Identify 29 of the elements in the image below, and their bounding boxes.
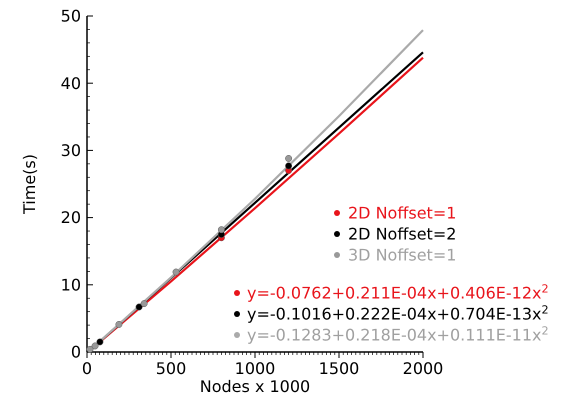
legend-label: 2D Noffset=1 [348, 204, 456, 223]
legend-label: y=-0.1016+0.222E-04x+0.704E-13x$^{2}$ [247, 303, 549, 324]
y-tick-label: 10 [60, 275, 81, 294]
y-tick-label: 50 [60, 6, 81, 26]
x-tick-label: 500 [156, 359, 186, 378]
legend-label: 2D Noffset=2 [348, 224, 456, 244]
point [92, 342, 99, 350]
x-tick-label: 1500 [318, 359, 360, 378]
legend-label: y=-0.1283+0.218E-04x+0.111E-11x$^{2}$ [247, 324, 549, 345]
y-axis-title: Time(s) [20, 154, 39, 215]
point [218, 226, 225, 234]
point [285, 155, 292, 162]
point [136, 304, 143, 310]
x-axis-title: Nodes x 1000 [200, 377, 310, 396]
x-tick-label: 0 [82, 359, 92, 378]
x-tick-label: 2000 [402, 359, 444, 378]
y-tick-label: 0 [70, 342, 81, 362]
legend-label: y=-0.0762+0.211E-04x+0.406E-12x$^{2}$ [247, 282, 549, 303]
point [172, 268, 180, 276]
point [115, 321, 122, 328]
point [140, 300, 148, 308]
point [285, 162, 292, 170]
point [96, 338, 104, 346]
x-tick-label: 1000 [234, 359, 276, 378]
y-tick-label: 20 [60, 208, 81, 228]
y-tick-label: 30 [60, 141, 81, 160]
point [86, 346, 94, 353]
legend-label: 3D Noffset=1 [348, 246, 456, 265]
y-tick-label: 40 [60, 74, 81, 93]
